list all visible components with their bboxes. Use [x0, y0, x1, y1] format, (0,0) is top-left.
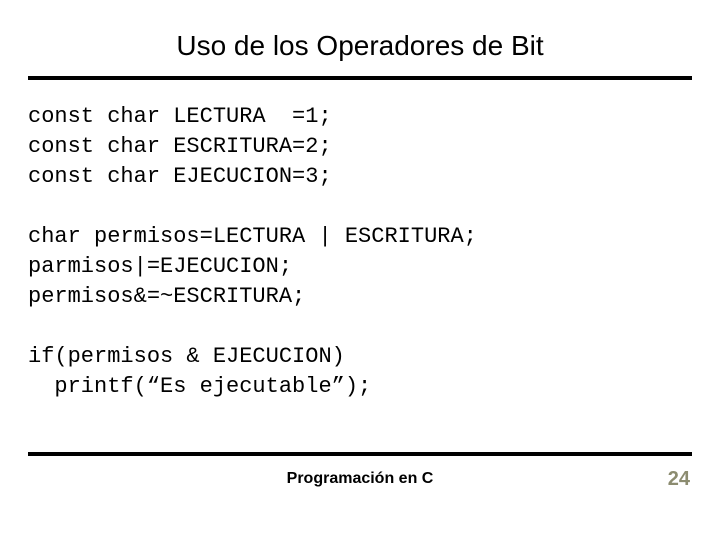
footer-text: Programación en C	[0, 470, 720, 488]
divider-bottom	[28, 452, 692, 456]
page-number: 24	[668, 468, 690, 491]
code-block-conditional: if(permisos & EJECUCION) printf(“Es ejec…	[28, 342, 371, 402]
slide-title: Uso de los Operadores de Bit	[0, 30, 720, 62]
slide: Uso de los Operadores de Bit const char …	[0, 0, 720, 540]
divider-top	[28, 76, 692, 80]
code-block-constants: const char LECTURA =1; const char ESCRIT…	[28, 102, 332, 192]
code-block-assignments: char permisos=LECTURA | ESCRITURA; parmi…	[28, 222, 477, 312]
